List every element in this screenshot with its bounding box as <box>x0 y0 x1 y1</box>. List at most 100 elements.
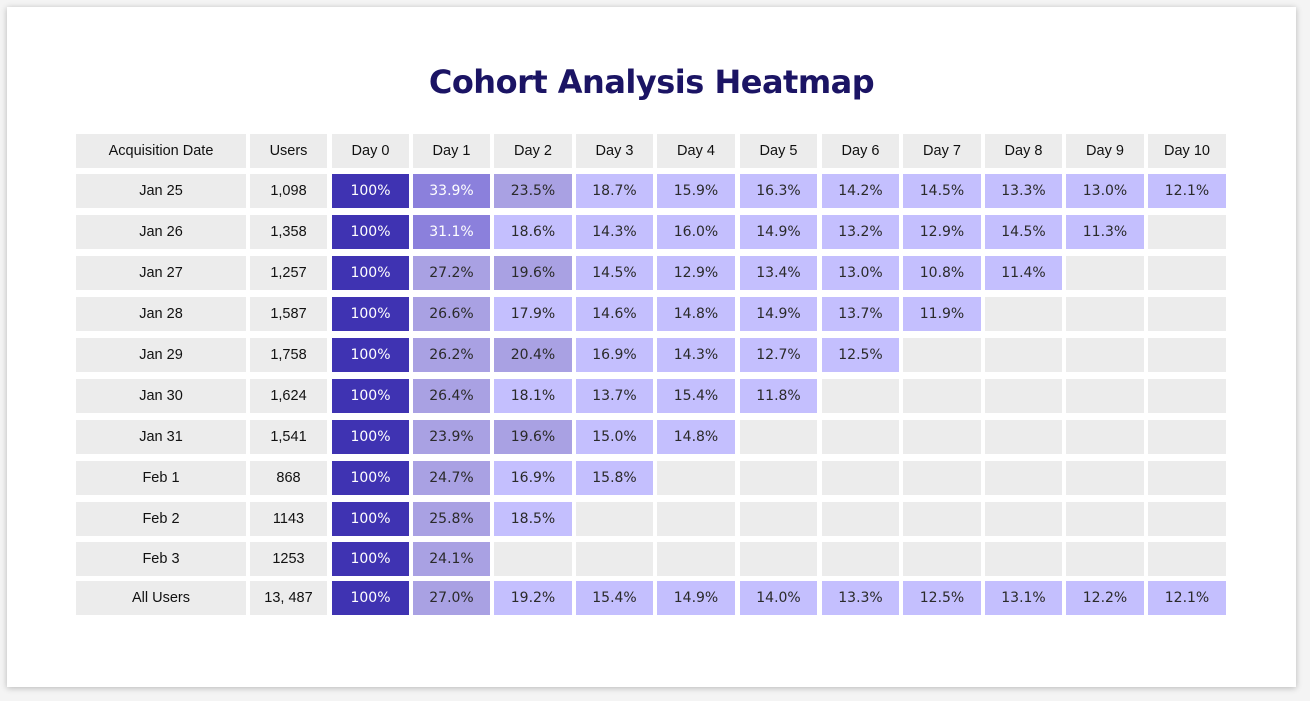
retention-cell-feb-2-day-2: 18.5% <box>494 502 572 536</box>
retention-cell-jan-30-day-5: 11.8% <box>740 379 817 413</box>
retention-cell-all-users-day-6: 13.3% <box>822 581 899 615</box>
retention-cell-jan-29-day-2: 20.4% <box>494 338 572 372</box>
empty-cell-feb-2-day-6 <box>822 502 899 536</box>
retention-cell-feb-2-day-1: 25.8% <box>413 502 490 536</box>
empty-cell-jan-30-day-10 <box>1148 379 1226 413</box>
retention-cell-jan-31-day-4: 14.8% <box>657 420 735 454</box>
retention-cell-jan-27-day-6: 13.0% <box>822 256 899 290</box>
empty-cell-jan-26-day-10 <box>1148 215 1226 249</box>
users-all-users: 13, 487 <box>250 581 327 615</box>
retention-cell-jan-25-day-4: 15.9% <box>657 174 735 208</box>
retention-cell-all-users-day-4: 14.9% <box>657 581 735 615</box>
users-jan-26: 1,358 <box>250 215 327 249</box>
users-feb-2: 1143 <box>250 502 327 536</box>
retention-cell-jan-28-day-5: 14.9% <box>740 297 817 331</box>
empty-cell-feb-2-day-7 <box>903 502 981 536</box>
retention-cell-jan-31-day-3: 15.0% <box>576 420 653 454</box>
row-label-jan-30: Jan 30 <box>76 379 246 413</box>
empty-cell-feb-3-day-6 <box>822 542 899 576</box>
empty-cell-jan-27-day-10 <box>1148 256 1226 290</box>
users-jan-29: 1,758 <box>250 338 327 372</box>
retention-cell-all-users-day-9: 12.2% <box>1066 581 1144 615</box>
retention-cell-all-users-day-7: 12.5% <box>903 581 981 615</box>
retention-cell-jan-29-day-4: 14.3% <box>657 338 735 372</box>
retention-cell-jan-29-day-3: 16.9% <box>576 338 653 372</box>
retention-cell-jan-25-day-5: 16.3% <box>740 174 817 208</box>
users-feb-3: 1253 <box>250 542 327 576</box>
users-jan-25: 1,098 <box>250 174 327 208</box>
retention-cell-jan-26-day-8: 14.5% <box>985 215 1062 249</box>
empty-cell-jan-30-day-6 <box>822 379 899 413</box>
users-jan-30: 1,624 <box>250 379 327 413</box>
retention-cell-all-users-day-1: 27.0% <box>413 581 490 615</box>
retention-cell-all-users-day-0: 100% <box>332 581 409 615</box>
empty-cell-feb-2-day-5 <box>740 502 817 536</box>
empty-cell-jan-29-day-10 <box>1148 338 1226 372</box>
retention-cell-feb-3-day-1: 24.1% <box>413 542 490 576</box>
header-day-9: Day 9 <box>1066 134 1144 168</box>
empty-cell-jan-29-day-9 <box>1066 338 1144 372</box>
empty-cell-jan-29-day-7 <box>903 338 981 372</box>
retention-cell-jan-28-day-7: 11.9% <box>903 297 981 331</box>
retention-cell-jan-26-day-1: 31.1% <box>413 215 490 249</box>
retention-cell-jan-31-day-0: 100% <box>332 420 409 454</box>
users-feb-1: 868 <box>250 461 327 495</box>
header-day-6: Day 6 <box>822 134 899 168</box>
retention-cell-jan-25-day-2: 23.5% <box>494 174 572 208</box>
retention-cell-jan-30-day-0: 100% <box>332 379 409 413</box>
retention-cell-jan-27-day-3: 14.5% <box>576 256 653 290</box>
empty-cell-jan-30-day-9 <box>1066 379 1144 413</box>
retention-cell-all-users-day-5: 14.0% <box>740 581 817 615</box>
empty-cell-jan-31-day-7 <box>903 420 981 454</box>
row-label-jan-25: Jan 25 <box>76 174 246 208</box>
header-day-1: Day 1 <box>413 134 490 168</box>
retention-cell-jan-25-day-6: 14.2% <box>822 174 899 208</box>
retention-cell-feb-1-day-0: 100% <box>332 461 409 495</box>
empty-cell-jan-28-day-9 <box>1066 297 1144 331</box>
retention-cell-jan-30-day-3: 13.7% <box>576 379 653 413</box>
retention-cell-jan-27-day-7: 10.8% <box>903 256 981 290</box>
empty-cell-jan-31-day-8 <box>985 420 1062 454</box>
retention-cell-jan-26-day-2: 18.6% <box>494 215 572 249</box>
empty-cell-feb-3-day-8 <box>985 542 1062 576</box>
empty-cell-feb-2-day-9 <box>1066 502 1144 536</box>
empty-cell-jan-31-day-9 <box>1066 420 1144 454</box>
empty-cell-feb-1-day-8 <box>985 461 1062 495</box>
retention-cell-jan-25-day-0: 100% <box>332 174 409 208</box>
retention-cell-jan-26-day-6: 13.2% <box>822 215 899 249</box>
retention-cell-jan-31-day-1: 23.9% <box>413 420 490 454</box>
retention-cell-jan-30-day-2: 18.1% <box>494 379 572 413</box>
empty-cell-jan-29-day-8 <box>985 338 1062 372</box>
empty-cell-feb-3-day-4 <box>657 542 735 576</box>
empty-cell-feb-2-day-10 <box>1148 502 1226 536</box>
empty-cell-feb-2-day-4 <box>657 502 735 536</box>
users-jan-27: 1,257 <box>250 256 327 290</box>
retention-cell-jan-29-day-1: 26.2% <box>413 338 490 372</box>
retention-cell-jan-27-day-5: 13.4% <box>740 256 817 290</box>
retention-cell-jan-25-day-9: 13.0% <box>1066 174 1144 208</box>
header-day-4: Day 4 <box>657 134 735 168</box>
empty-cell-jan-30-day-7 <box>903 379 981 413</box>
retention-cell-all-users-day-3: 15.4% <box>576 581 653 615</box>
header-acquisition-date: Acquisition Date <box>76 134 246 168</box>
header-day-3: Day 3 <box>576 134 653 168</box>
empty-cell-jan-28-day-10 <box>1148 297 1226 331</box>
row-label-jan-29: Jan 29 <box>76 338 246 372</box>
header-day-7: Day 7 <box>903 134 981 168</box>
empty-cell-jan-31-day-10 <box>1148 420 1226 454</box>
retention-cell-jan-26-day-5: 14.9% <box>740 215 817 249</box>
empty-cell-feb-1-day-5 <box>740 461 817 495</box>
retention-cell-jan-30-day-4: 15.4% <box>657 379 735 413</box>
retention-cell-feb-1-day-3: 15.8% <box>576 461 653 495</box>
row-label-all-users: All Users <box>76 581 246 615</box>
retention-cell-jan-25-day-10: 12.1% <box>1148 174 1226 208</box>
empty-cell-jan-27-day-9 <box>1066 256 1144 290</box>
empty-cell-feb-3-day-5 <box>740 542 817 576</box>
empty-cell-jan-31-day-6 <box>822 420 899 454</box>
empty-cell-feb-2-day-3 <box>576 502 653 536</box>
retention-cell-jan-27-day-0: 100% <box>332 256 409 290</box>
empty-cell-jan-30-day-8 <box>985 379 1062 413</box>
retention-cell-jan-29-day-6: 12.5% <box>822 338 899 372</box>
retention-cell-all-users-day-8: 13.1% <box>985 581 1062 615</box>
retention-cell-jan-28-day-6: 13.7% <box>822 297 899 331</box>
